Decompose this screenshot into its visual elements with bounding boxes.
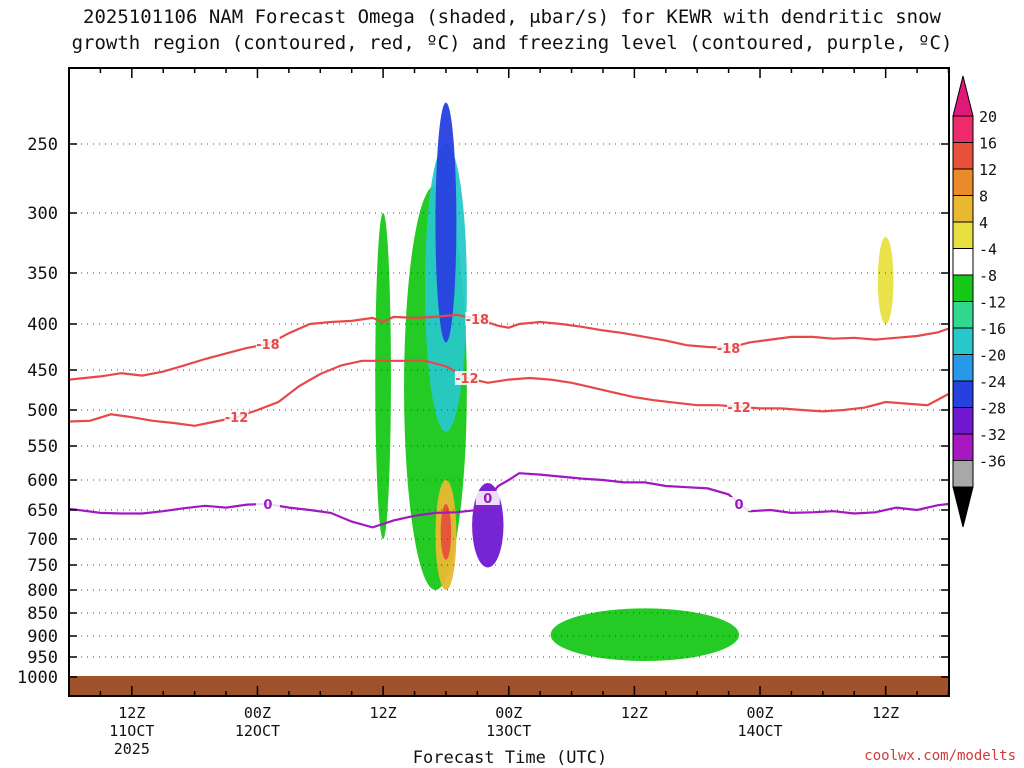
plot-frame xyxy=(68,67,950,697)
colorbar-bin xyxy=(952,115,974,143)
x-axis-label: Forecast Time (UTC) xyxy=(412,748,608,768)
colorbar-bin xyxy=(952,380,974,408)
colorbar-label: -4 xyxy=(979,241,997,259)
chart-title-line-2: growth region (contoured, red, ºC) and f… xyxy=(71,32,953,54)
colorbar-label: 20 xyxy=(979,108,997,126)
colorbar-label: -12 xyxy=(979,294,1006,312)
x-tick-label: 12Z xyxy=(621,704,648,722)
colorbar-label: 16 xyxy=(979,135,997,153)
contour-label: 0 xyxy=(263,498,272,513)
colorbar-bin xyxy=(952,327,974,355)
x-tick-label: 14OCT xyxy=(737,722,782,740)
contour-label-bg xyxy=(465,311,490,326)
y-tick-label: 650 xyxy=(27,501,58,521)
contour-label: -12 xyxy=(727,401,751,416)
colorbar-bin xyxy=(952,274,974,302)
colorbar-label: -24 xyxy=(979,373,1006,391)
y-tick-label: 500 xyxy=(27,401,58,421)
pressure-axis: 250 300 350 400 450 500 550 600 650 700 750 800 850 9… xyxy=(17,135,949,688)
colorbar-bin xyxy=(952,460,974,488)
contour-label-bg xyxy=(727,497,752,511)
contour-label: -12 xyxy=(225,411,249,426)
contour-label-bg xyxy=(716,340,741,355)
contour-line xyxy=(69,313,949,381)
x-tick-label: 12Z xyxy=(872,704,899,722)
y-tick-label: 600 xyxy=(27,471,58,491)
y-tick-label: 700 xyxy=(27,530,58,550)
x-tick-label: 12OCT xyxy=(235,722,280,740)
colorbar-top-triangle xyxy=(952,75,974,117)
y-tick-label: 350 xyxy=(27,264,58,284)
temperature-contours: -18 -18 -18 -12 -12 -12 0 0 0 xyxy=(69,311,949,529)
colorbar-label: 12 xyxy=(979,161,997,179)
contour-line xyxy=(69,472,949,529)
x-tick-label: 11OCT xyxy=(109,722,154,740)
colorbar-label: -8 xyxy=(979,267,997,285)
y-tick-label: 950 xyxy=(27,648,58,668)
x-tick-label: 00Z xyxy=(244,704,271,722)
y-tick-label: 300 xyxy=(27,204,58,224)
colorbar-label: -32 xyxy=(979,426,1006,444)
y-tick-label: 800 xyxy=(27,581,58,601)
colorbar-bin xyxy=(952,195,974,223)
x-tick-label: 13OCT xyxy=(486,722,531,740)
colorbar-label: 8 xyxy=(979,188,988,206)
contour-label: -18 xyxy=(717,342,741,357)
contour-label-bg xyxy=(475,491,500,505)
colorbar-label: -16 xyxy=(979,320,1006,338)
contour-label: -18 xyxy=(256,338,280,353)
x-tick-label: 00Z xyxy=(495,704,522,722)
y-tick-label: 250 xyxy=(27,135,58,155)
omega-shade-region xyxy=(877,237,894,324)
colorbar-bin xyxy=(952,407,974,435)
contour-label: -18 xyxy=(466,313,490,328)
colorbar-bin xyxy=(952,248,974,276)
chart-title-line-1: 2025101106 NAM Forecast Omega (shaded, μ… xyxy=(83,6,941,28)
contour-label-bg xyxy=(255,497,280,511)
x-tick-label: 12Z xyxy=(370,704,397,722)
credit-link[interactable]: coolwx.com/modelts xyxy=(864,748,1016,764)
contour-label: 0 xyxy=(735,498,744,513)
contour-label: 0 xyxy=(483,492,492,507)
colorbar-bin xyxy=(952,142,974,170)
contour-label-bg xyxy=(255,337,280,352)
colorbar-bottom-triangle xyxy=(952,486,974,528)
colorbar-bin xyxy=(952,168,974,196)
colorbar-label: -28 xyxy=(979,400,1006,418)
colorbar-label: 4 xyxy=(979,214,988,232)
y-tick-label: 450 xyxy=(27,361,58,381)
x-tick-label: 12Z xyxy=(118,704,145,722)
colorbar-bin xyxy=(952,221,974,249)
omega-shade-region xyxy=(375,213,391,539)
contour-label: -12 xyxy=(455,372,479,387)
contour-label-bg xyxy=(454,371,479,385)
y-tick-label: 850 xyxy=(27,604,58,624)
omega-shade-region xyxy=(440,504,452,560)
colorbar-bin xyxy=(952,354,974,382)
contour-label-bg xyxy=(727,399,752,414)
colorbar-bin xyxy=(952,301,974,329)
omega-shading-layer xyxy=(375,102,894,661)
colorbar-bin xyxy=(952,433,974,461)
y-tick-label: 900 xyxy=(27,627,58,647)
y-tick-label: 400 xyxy=(27,315,58,335)
colorbar-label: -20 xyxy=(979,347,1006,365)
x-tick-label: 00Z xyxy=(746,704,773,722)
colorbar: 20 16 12 8 4 -4 -8 -12 -16 -20 -24 -28 -32 -36 xyxy=(952,75,1006,528)
contour-label-bg xyxy=(224,410,249,425)
omega-shade-region xyxy=(435,102,457,343)
y-tick-label: 1000 xyxy=(17,668,58,688)
x-tick-label: 2025 xyxy=(114,740,150,758)
colorbar-label: -36 xyxy=(979,453,1006,471)
omega-shade-region xyxy=(550,608,740,661)
y-tick-label: 750 xyxy=(27,556,58,576)
contour-line xyxy=(69,359,949,427)
y-tick-label: 550 xyxy=(27,437,58,457)
